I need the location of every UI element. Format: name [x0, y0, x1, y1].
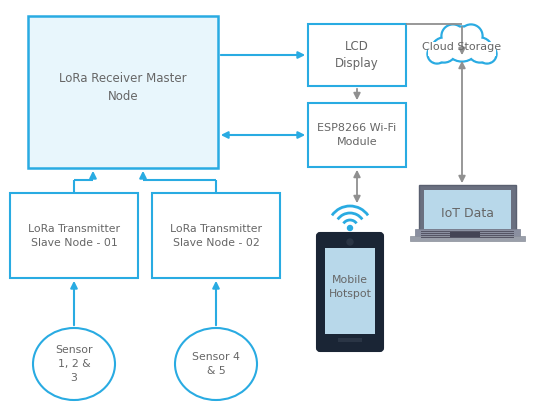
Ellipse shape [33, 328, 115, 400]
FancyBboxPatch shape [419, 185, 516, 234]
Bar [28, 16, 218, 168]
Ellipse shape [175, 328, 257, 400]
Text: LoRa Receiver Master
Node: LoRa Receiver Master Node [59, 72, 187, 102]
Circle shape [469, 39, 491, 61]
Circle shape [441, 24, 465, 48]
Bar [421, 231, 514, 232]
Circle shape [348, 225, 353, 230]
Bar [308, 24, 406, 86]
FancyBboxPatch shape [415, 229, 520, 239]
Text: Sensor 4
& 5: Sensor 4 & 5 [192, 352, 240, 376]
Circle shape [446, 28, 478, 60]
Circle shape [347, 239, 353, 245]
Bar [428, 42, 496, 56]
Text: LoRa Transmitter
Slave Node - 02: LoRa Transmitter Slave Node - 02 [170, 223, 262, 248]
Circle shape [431, 37, 457, 63]
Bar [325, 248, 375, 334]
FancyBboxPatch shape [317, 233, 383, 351]
FancyBboxPatch shape [450, 232, 480, 237]
Text: LCD
Display: LCD Display [335, 40, 379, 70]
Circle shape [459, 24, 483, 48]
Text: ESP8266 Wi-Fi
Module: ESP8266 Wi-Fi Module [317, 123, 397, 147]
Text: Cloud Storage: Cloud Storage [422, 42, 502, 52]
Circle shape [429, 46, 445, 62]
Circle shape [467, 37, 493, 63]
Bar [424, 190, 511, 229]
Text: LoRa Transmitter
Slave Node - 01: LoRa Transmitter Slave Node - 01 [28, 223, 120, 248]
Bar [10, 193, 138, 278]
Circle shape [444, 26, 480, 62]
Circle shape [433, 39, 455, 61]
Bar [428, 52, 496, 54]
Bar [338, 338, 362, 342]
Text: Sensor
1, 2 &
3: Sensor 1, 2 & 3 [55, 345, 93, 383]
Bar [421, 233, 514, 234]
FancyBboxPatch shape [410, 236, 525, 241]
Bar [308, 103, 406, 167]
Text: Mobile
Hotspot: Mobile Hotspot [328, 275, 371, 299]
Bar [421, 237, 514, 238]
Bar [152, 193, 280, 278]
Circle shape [427, 44, 447, 64]
Text: IoT Data: IoT Data [441, 207, 494, 220]
Circle shape [461, 26, 481, 46]
Circle shape [443, 26, 463, 46]
Circle shape [479, 46, 495, 62]
Bar [421, 235, 514, 236]
Circle shape [477, 44, 497, 64]
